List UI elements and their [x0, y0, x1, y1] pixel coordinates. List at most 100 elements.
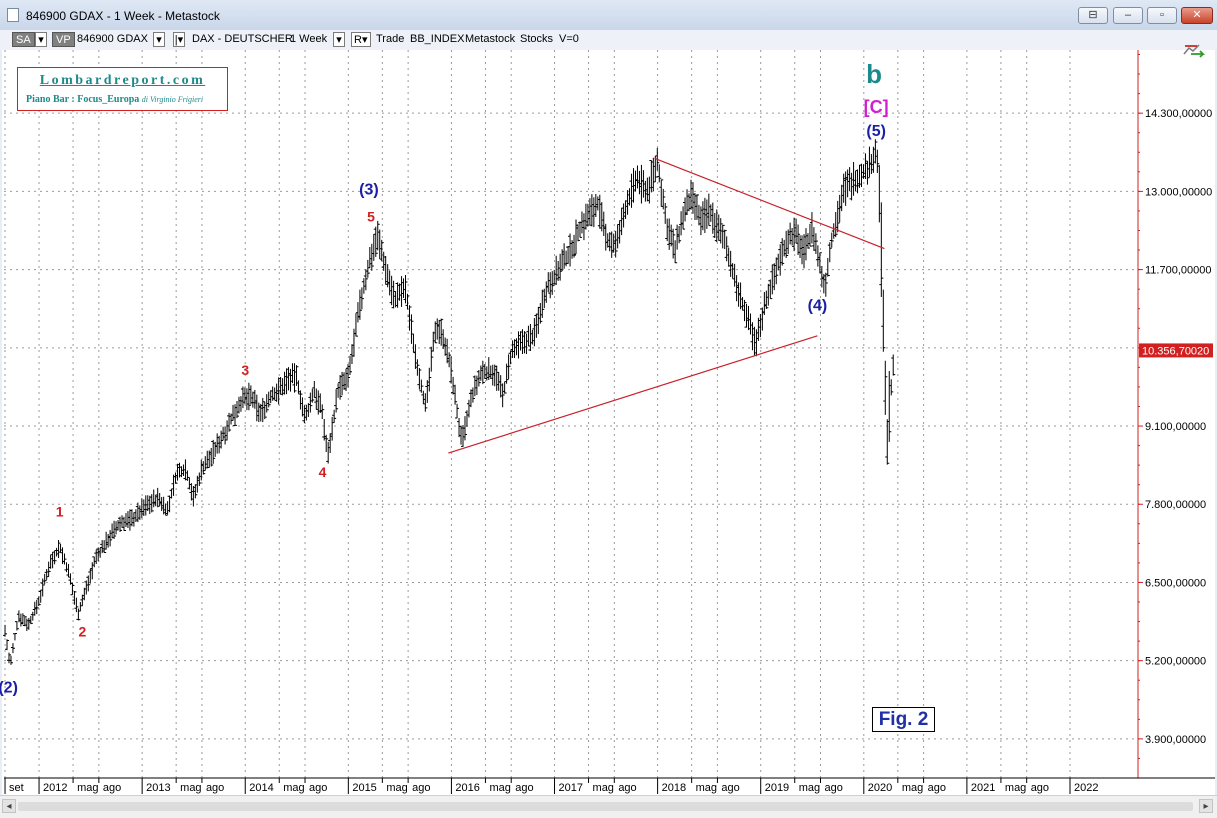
price-bar: [334, 389, 339, 413]
price-bar: [811, 227, 816, 251]
price-bar: [425, 380, 430, 403]
price-bar: [659, 179, 664, 207]
chevron-down-icon[interactable]: ▾: [153, 32, 165, 47]
price-bar: [56, 540, 61, 559]
price-bar: [748, 313, 753, 335]
price-bar: [104, 531, 109, 550]
sync-arrows-icon[interactable]: [1183, 42, 1206, 58]
period-label[interactable]: 1 Week: [290, 33, 328, 45]
price-bar: [603, 223, 608, 251]
scroll-left-icon[interactable]: ◂: [2, 799, 16, 813]
price-bar: [300, 397, 305, 417]
price-bar: [708, 204, 713, 222]
price-bar: [110, 523, 115, 539]
price-bar: [375, 220, 380, 251]
price-bar: [548, 272, 553, 299]
vp-button[interactable]: VP: [52, 32, 75, 47]
horizontal-scrollbar[interactable]: ◂ ▸: [0, 795, 1217, 818]
symbol-label[interactable]: 846900 GDAX: [77, 33, 148, 45]
price-bar: [702, 197, 707, 234]
maximize-button[interactable]: ▫: [1147, 7, 1177, 24]
price-bar: [191, 486, 196, 507]
price-bar: [6, 652, 11, 664]
x-tick-label: 2019: [765, 782, 789, 794]
price-bar: [843, 171, 848, 206]
price-bar: [439, 318, 444, 346]
price-bar: [679, 211, 684, 236]
price-bar: [677, 225, 682, 244]
price-bar: [526, 325, 531, 347]
price-bar: [229, 413, 234, 425]
price-bar: [885, 419, 890, 465]
price-bar: [48, 554, 53, 569]
r-button[interactable]: R▾: [351, 32, 371, 47]
price-bar: [395, 282, 400, 308]
price-bar: [776, 253, 781, 271]
ohlc-bars: [3, 139, 896, 665]
price-bar: [161, 496, 166, 515]
price-bar: [522, 331, 527, 354]
price-bar: [542, 288, 547, 309]
price-bar: [742, 299, 747, 322]
price-bar: [280, 378, 285, 396]
price-bar: [254, 394, 259, 422]
chevron-down-icon[interactable]: ▾: [333, 32, 345, 47]
price-bar: [118, 516, 123, 533]
price-bar: [445, 338, 450, 364]
price-bar: [472, 375, 477, 397]
price-bar: [72, 590, 77, 605]
price-bar: [877, 165, 882, 223]
price-bar: [574, 219, 579, 255]
y-tick-label: 14.300,00000: [1145, 108, 1212, 120]
price-bar: [137, 505, 142, 520]
price-bar: [823, 272, 828, 297]
price-bar: [681, 206, 686, 230]
price-bar: [225, 420, 230, 441]
price-bar: [847, 167, 852, 192]
price-bar: [609, 231, 614, 258]
minimize-button[interactable]: –: [1113, 7, 1143, 24]
scroll-right-icon[interactable]: ▸: [1199, 799, 1213, 813]
chevron-down-icon[interactable]: ▾: [35, 32, 47, 47]
price-bar: [209, 447, 214, 467]
price-bar: [508, 350, 513, 365]
price-bar: [240, 386, 245, 409]
price-bar: [28, 615, 33, 625]
chart-area[interactable]: [2, 50, 1215, 795]
price-bar: [298, 390, 303, 410]
scroll-track[interactable]: [18, 802, 1193, 811]
price-bar: [780, 238, 785, 266]
x-tick-label: mag: [902, 782, 923, 794]
price-bar: [54, 547, 59, 557]
sa-button[interactable]: SA: [12, 32, 35, 47]
price-bar: [246, 382, 251, 411]
price-bar: [227, 412, 232, 432]
restore-layout-button[interactable]: ⊟: [1078, 7, 1108, 24]
price-bar: [835, 200, 840, 233]
price-bar: [502, 381, 507, 394]
x-tick-label: mag: [799, 782, 820, 794]
price-bar: [690, 182, 695, 214]
price-bar: [135, 502, 140, 523]
price-bar: [639, 164, 644, 204]
price-bar: [685, 189, 690, 215]
close-button[interactable]: ✕: [1181, 7, 1213, 24]
price-bar: [411, 333, 416, 353]
type-label: Metastock: [465, 33, 516, 45]
last-price-label: 10.356,70020: [1142, 345, 1209, 357]
price-bar: [133, 509, 138, 522]
wave-label: [C]: [864, 97, 889, 117]
indicator-icon[interactable]: |▾: [173, 32, 185, 47]
price-bar: [282, 371, 287, 395]
price-bar: [585, 203, 590, 227]
price-bar: [633, 170, 638, 192]
price-bar: [462, 416, 467, 441]
price-bar: [324, 434, 329, 452]
price-bar: [437, 319, 442, 345]
price-bar: [611, 233, 616, 253]
volume-label: V=0: [559, 33, 579, 45]
price-bar: [813, 233, 818, 254]
price-bar: [500, 383, 505, 408]
price-bar: [189, 483, 194, 501]
